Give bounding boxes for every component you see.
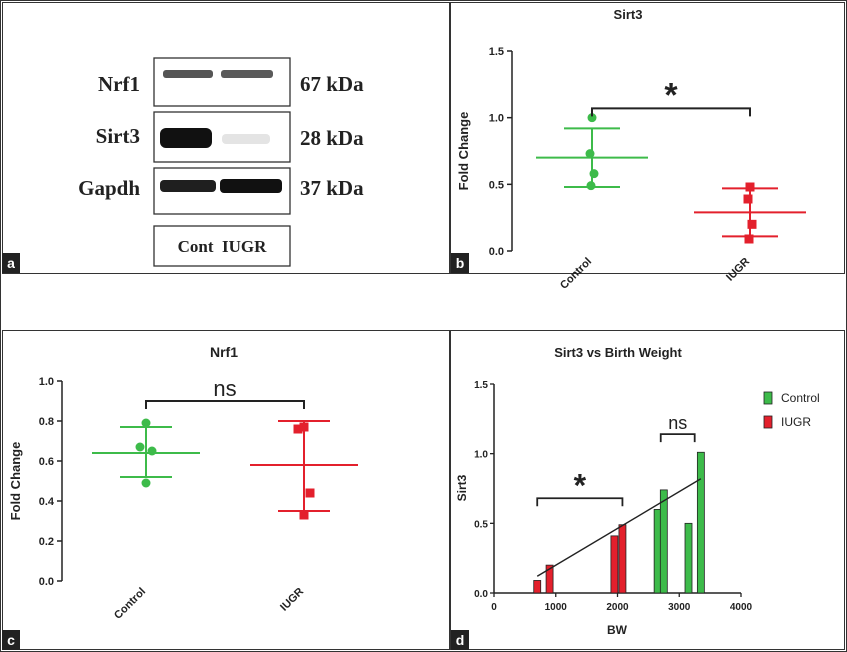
y-tick-label-2: 1.0 — [474, 450, 488, 461]
y-tick-label-1: 0.2 — [39, 536, 54, 548]
x-tick-label-3: 3000 — [668, 602, 691, 613]
y-tick-label-1: 0.5 — [474, 519, 488, 530]
control-point-1 — [135, 442, 145, 452]
panel-d-frame — [450, 330, 845, 650]
control-bar-1 — [659, 489, 668, 594]
iugr-point-3 — [299, 510, 309, 520]
x-tick-label-4: 4000 — [730, 602, 753, 613]
x-category-label-0: Control — [112, 586, 148, 622]
iugr-point-1 — [743, 194, 753, 204]
legend-swatch-control — [763, 391, 773, 405]
blot-box-nrf1 — [153, 57, 291, 107]
y-tick-label-2: 0.4 — [39, 496, 55, 508]
legend-label-control: Control — [781, 391, 820, 405]
blot-row-name-gapdh: Gapdh — [78, 176, 140, 200]
control-point-3 — [141, 478, 151, 488]
iugr-point-3 — [744, 234, 754, 244]
band-gapdh-cont — [160, 180, 216, 192]
significance-bracket — [591, 107, 751, 117]
control-point-0 — [141, 418, 151, 428]
y-tick-label-5: 1.0 — [39, 376, 54, 388]
control-point-0 — [587, 113, 597, 123]
y-tick-label-2: 1.0 — [489, 113, 504, 125]
panel-label-d: d — [451, 630, 469, 650]
iugr-point-0 — [745, 182, 755, 192]
x-category-label-1: IUGR — [724, 256, 752, 284]
significance-label: ns — [213, 376, 236, 401]
x-category-label-0: Control — [558, 256, 594, 292]
significance-bracket — [145, 400, 305, 409]
panel-c-frame — [2, 330, 450, 650]
chart-sirt3-fold-change: Sirt3 0.0 0.5 1.0 1.5 Fold Change Control IUGR * — [456, 7, 806, 292]
band-sirt3-iugr — [222, 134, 270, 144]
chart-title: Sirt3 vs Birth Weight — [554, 345, 682, 360]
blot-row-name-sirt3: Sirt3 — [96, 124, 140, 148]
bracket-1 — [659, 433, 696, 443]
y-axis-label: Sirt3 — [455, 474, 469, 501]
bracket-0 — [536, 497, 624, 507]
iugr-bar-2 — [610, 535, 619, 594]
trend-line — [536, 478, 702, 577]
y-tick-label-3: 1.5 — [474, 380, 488, 391]
x-axis-label: BW — [607, 623, 628, 637]
control-point-1 — [585, 149, 595, 159]
legend-label-iugr: IUGR — [781, 415, 811, 429]
significance-label: * — [664, 76, 678, 114]
y-tick-label-0: 0.0 — [489, 246, 504, 258]
iugr-point-2 — [305, 488, 315, 498]
chart-title: Nrf1 — [210, 344, 238, 360]
y-axis-label: Fold Change — [8, 442, 23, 521]
control-point-2 — [147, 446, 157, 456]
western-blot: Nrf1 Sirt3 Gapdh 67 kDa 28 kDa 37 kDa Co… — [78, 57, 364, 267]
iugr-bar-3 — [618, 524, 627, 594]
x-tick-label-2: 2000 — [606, 602, 629, 613]
iugr-point-0 — [299, 422, 309, 432]
bracket-label-1: ns — [668, 413, 687, 433]
bracket-label-0: * — [574, 467, 587, 503]
band-sirt3-cont — [160, 128, 212, 148]
control-bar-2 — [684, 522, 693, 594]
panel-label-b: b — [451, 253, 469, 273]
control-point-3 — [586, 181, 596, 191]
panel-label-a: a — [2, 253, 20, 273]
band-nrf1-cont — [163, 70, 213, 78]
y-tick-label-3: 1.5 — [489, 46, 504, 58]
iugr-point-1 — [293, 424, 303, 434]
y-tick-label-1: 0.5 — [489, 179, 504, 191]
iugr-point-2 — [747, 219, 757, 229]
panel-b-frame — [450, 2, 845, 274]
blot-row-name-nrf1: Nrf1 — [98, 72, 140, 96]
x-tick-label-1: 1000 — [545, 602, 568, 613]
legend-swatch-iugr — [763, 415, 773, 429]
blot-row-size-nrf1: 67 kDa — [300, 72, 364, 96]
control-bar-3 — [696, 451, 705, 594]
iugr-bar-0 — [533, 580, 542, 594]
x-category-label-1: IUGR — [278, 586, 306, 614]
band-nrf1-iugr — [221, 70, 273, 78]
blot-row-size-gapdh: 37 kDa — [300, 176, 364, 200]
chart-title: Sirt3 — [614, 7, 643, 22]
panel-label-c: c — [2, 630, 20, 650]
band-gapdh-iugr — [220, 179, 282, 193]
blot-lanes-label: Cont IUGR — [178, 237, 268, 256]
chart-nrf1-fold-change: Nrf1 0.0 0.2 0.4 0.6 0.8 1.0 Fold Change Control… — [8, 344, 358, 622]
y-tick-label-0: 0.0 — [474, 589, 488, 600]
blot-row-size-sirt3: 28 kDa — [300, 126, 364, 150]
y-tick-label-0: 0.0 — [39, 576, 54, 588]
lanes-label-box — [153, 225, 291, 267]
x-tick-label-0: 0 — [491, 602, 497, 613]
chart-sirt3-vs-birth-weight: Sirt3 vs Birth Weight 0.0 0.5 1.0 1.5 0 1000 20… — [455, 345, 820, 637]
iugr-bar-1 — [545, 564, 554, 594]
y-tick-label-4: 0.8 — [39, 416, 54, 428]
control-point-2 — [589, 169, 599, 179]
y-tick-label-3: 0.6 — [39, 456, 54, 468]
y-axis-label: Fold Change — [456, 112, 471, 191]
